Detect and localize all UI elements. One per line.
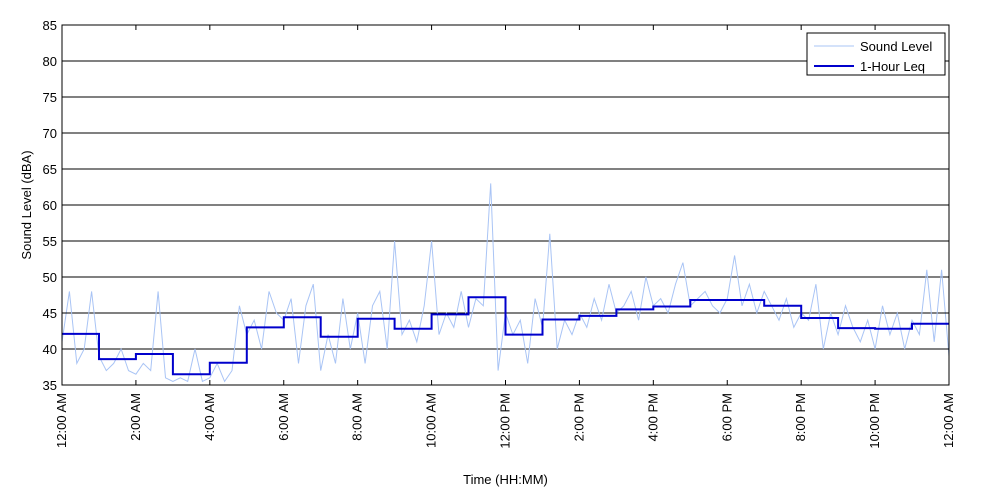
y-tick-label: 50 [43,270,57,285]
x-tick-label: 2:00 PM [571,393,586,441]
y-tick-label: 65 [43,162,57,177]
x-tick-label: 6:00 AM [276,393,291,441]
x-tick-label: 10:00 PM [867,393,882,449]
legend-label-1-hour-leq: 1-Hour Leq [860,59,925,74]
y-tick-label: 70 [43,126,57,141]
x-axis: 12:00 AM 2:00 AM 4:00 AM 6:00 AM 8:00 AM 10:0… [54,25,956,449]
legend: Sound Level 1-Hour Leq [806,32,946,76]
y-tick-label: 40 [43,342,57,357]
y-tick-label: 60 [43,198,57,213]
y-tick-label: 55 [43,234,57,249]
y-tick-label: 35 [43,378,57,393]
legend-label-sound-level: Sound Level [860,39,932,54]
legend-box [806,32,946,76]
y-axis-label: Sound Level (dBA) [19,150,34,259]
series-line-1-hour-leq [62,296,949,376]
x-tick-label: 4:00 AM [202,393,217,441]
y-axis: 35 40 45 50 55 60 65 70 75 80 85 [43,18,949,393]
x-tick-label: 8:00 PM [793,393,808,441]
series-layer [62,183,949,383]
x-tick-label: 2:00 AM [128,393,143,441]
x-tick-label: 12:00 AM [941,393,956,448]
x-tick-label: 4:00 PM [645,393,660,441]
y-tick-label: 85 [43,18,57,33]
y-tick-label: 75 [43,90,57,105]
x-tick-label: 12:00 PM [498,393,513,449]
x-tick-label: 12:00 AM [54,393,69,448]
x-tick-label: 6:00 PM [719,393,734,441]
x-tick-label: 8:00 AM [350,393,365,441]
y-tick-label: 80 [43,54,57,69]
y-tick-label: 45 [43,306,57,321]
x-tick-label: 10:00 AM [424,393,439,448]
x-axis-label: Time (HH:MM) [463,472,548,487]
